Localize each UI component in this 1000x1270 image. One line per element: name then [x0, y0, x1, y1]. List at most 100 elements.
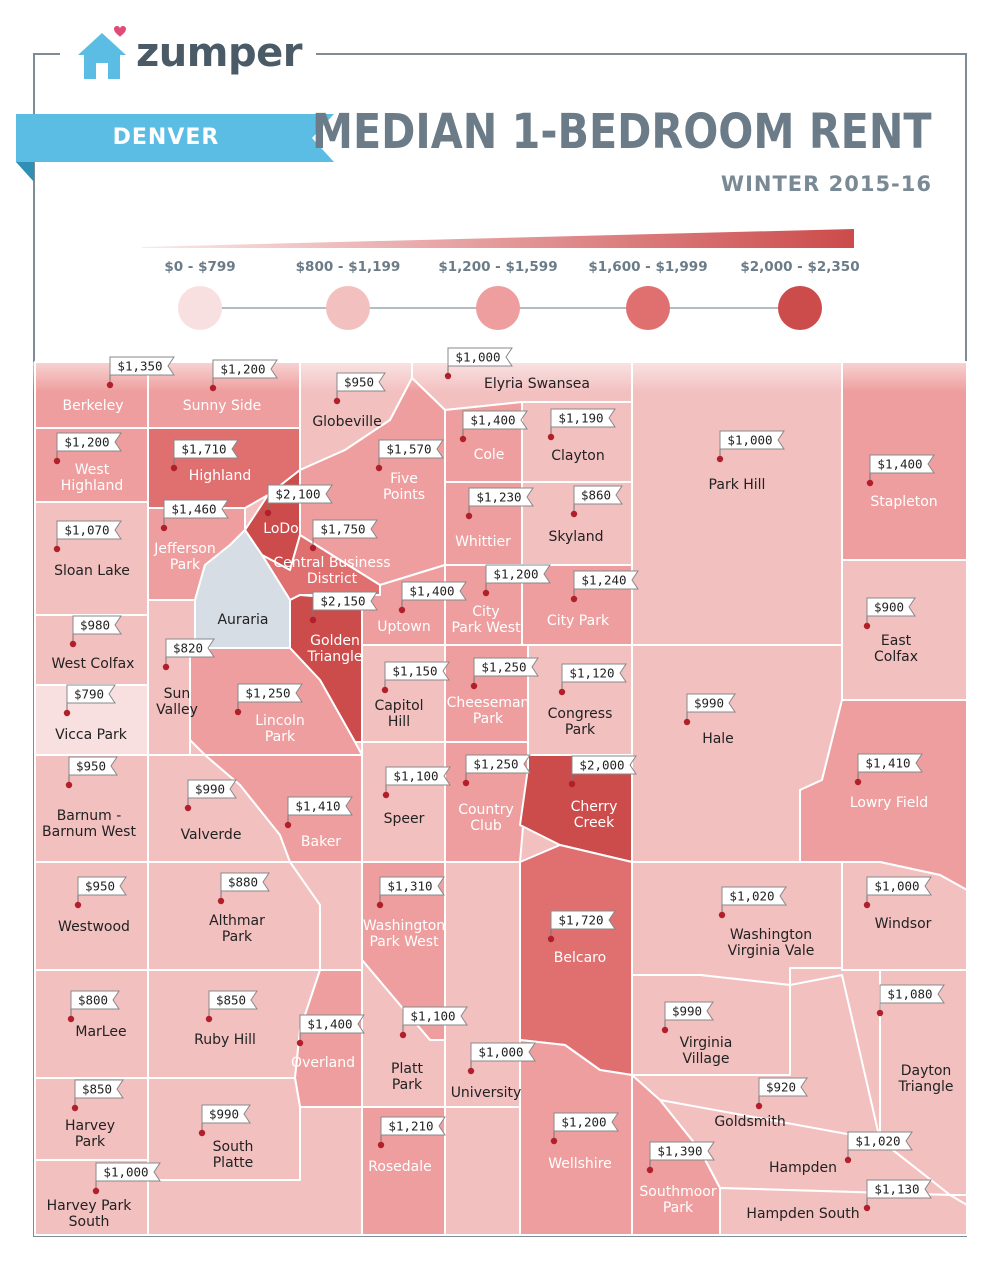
- price-flag-skyland: $860: [570, 485, 623, 518]
- price-flag-highland: $1,710: [170, 439, 239, 472]
- svg-text:$1,000: $1,000: [874, 879, 919, 894]
- label-goldsmith: Goldsmith: [714, 1114, 785, 1130]
- price-flag-university: $1,000: [467, 1042, 536, 1075]
- label-cheeseman-park: Cheeseman Park: [447, 695, 530, 727]
- legend-dot-3: [626, 286, 670, 330]
- price-flag-cole: $1,400: [459, 410, 528, 443]
- price-flag-harvey-park: $850: [71, 1079, 124, 1112]
- price-flag-south-platte: $990: [198, 1104, 251, 1137]
- price-flag-althmar-park: $880: [217, 872, 270, 905]
- svg-text:$990: $990: [672, 1004, 702, 1019]
- label-rosedale: Rosedale: [368, 1159, 432, 1175]
- label-jefferson-park: Jefferson Park: [153, 541, 216, 573]
- svg-text:$990: $990: [195, 782, 225, 797]
- svg-text:$950: $950: [85, 879, 115, 894]
- legend-gradient-wedge: [142, 229, 854, 248]
- svg-text:$1,100: $1,100: [410, 1009, 455, 1024]
- label-lodo: LoDo: [263, 521, 298, 537]
- region-rosedale: [361, 1106, 446, 1236]
- svg-text:$1,350: $1,350: [117, 359, 162, 374]
- svg-text:$1,000: $1,000: [727, 433, 772, 448]
- price-flag-belcaro: $1,720: [547, 910, 616, 943]
- svg-text:$800: $800: [78, 993, 108, 1008]
- price-flag-cheeseman-park: $1,250: [470, 657, 539, 690]
- price-flag-goldsmith: $920: [755, 1077, 808, 1110]
- price-flag-elyria-swansea: $1,000: [444, 347, 513, 380]
- label-sun-valley: Sun Valley: [156, 686, 198, 718]
- label-park-hill: Park Hill: [709, 477, 766, 493]
- label-golden-triangle: Golden Triangle: [307, 633, 363, 665]
- banner-fold: [16, 162, 34, 182]
- label-clayton: Clayton: [551, 448, 604, 464]
- price-flag-sun-valley: $820: [162, 638, 215, 671]
- label-washington-park-west: Washington Park West: [363, 918, 445, 950]
- label-city-park: City Park: [547, 613, 610, 629]
- price-flag-cherry-creek: $2,000: [568, 755, 637, 788]
- svg-text:$1,250: $1,250: [481, 660, 526, 675]
- label-five-points: Five Points: [383, 471, 425, 503]
- svg-text:$1,410: $1,410: [295, 799, 340, 814]
- svg-text:$1,310: $1,310: [387, 879, 432, 894]
- price-flag-whittier: $1,230: [465, 487, 534, 520]
- region-speer: [361, 741, 446, 863]
- price-flag-sloan-lake: $1,070: [53, 520, 122, 553]
- svg-text:$1,250: $1,250: [245, 686, 290, 701]
- legend-label-0: $0 - $799: [164, 259, 236, 275]
- price-flag-valverde: $990: [184, 779, 237, 812]
- label-dayton-triangle: Dayton Triangle: [898, 1063, 954, 1095]
- price-flag-virginia-village: $990: [661, 1001, 714, 1034]
- region-east-colfax: [841, 559, 968, 701]
- svg-text:$1,000: $1,000: [478, 1045, 523, 1060]
- price-flag-golden-triangle: $2,150: [309, 591, 378, 624]
- region-sloan-lake: [34, 501, 149, 616]
- price-flag-westwood: $950: [74, 876, 127, 909]
- price-flag-hampden: $1,020: [844, 1131, 913, 1164]
- price-flag-ruby-hill: $850: [205, 990, 258, 1023]
- svg-text:$950: $950: [76, 759, 106, 774]
- label-cole: Cole: [474, 447, 505, 463]
- price-flag-wellshire: $1,200: [550, 1112, 619, 1145]
- city-banner: [16, 114, 334, 162]
- price-flag-rosedale: $1,210: [377, 1116, 446, 1149]
- label-southmoor-park: Southmoor Park: [639, 1184, 716, 1216]
- price-flag-dayton-triangle: $1,080: [876, 984, 945, 1017]
- label-overland: Overland: [291, 1055, 355, 1071]
- label-lincoln-park: Lincoln Park: [255, 713, 305, 745]
- label-wellshire: Wellshire: [548, 1156, 612, 1172]
- svg-text:$2,100: $2,100: [275, 487, 320, 502]
- price-flag-city-park: $1,240: [570, 570, 639, 603]
- price-flag-lowry-field: $1,410: [854, 753, 923, 786]
- label-skyland: Skyland: [548, 529, 603, 545]
- svg-text:$850: $850: [82, 1082, 112, 1097]
- price-flag-park-hill: $1,000: [716, 430, 785, 463]
- price-flag-marlee: $800: [67, 990, 120, 1023]
- svg-text:$2,150: $2,150: [320, 594, 365, 609]
- svg-text:$820: $820: [173, 641, 203, 656]
- svg-text:$900: $900: [874, 600, 904, 615]
- svg-text:$980: $980: [80, 618, 110, 633]
- label-marlee: MarLee: [75, 1024, 126, 1040]
- label-sloan-lake: Sloan Lake: [54, 563, 130, 579]
- label-barnum-barnum-west: Barnum -Barnum West: [42, 808, 136, 840]
- region-university: [444, 861, 521, 1108]
- svg-text:$1,250: $1,250: [473, 757, 518, 772]
- label-valverde: Valverde: [181, 827, 242, 843]
- price-flag-globeville: $950: [333, 372, 386, 405]
- price-flag-washington-park-west: $1,310: [376, 876, 445, 909]
- page-title: MEDIAN 1-BEDROOM RENT: [312, 104, 932, 160]
- svg-text:$2,000: $2,000: [579, 758, 624, 773]
- svg-text:$1,720: $1,720: [558, 913, 603, 928]
- label-hampden: Hampden: [769, 1160, 837, 1176]
- svg-text:$1,150: $1,150: [392, 664, 437, 679]
- label-harvey-park: Harvey Park: [65, 1118, 115, 1150]
- price-flag-windsor: $1,000: [863, 876, 932, 909]
- legend-dot-0: [178, 286, 222, 330]
- svg-text:$860: $860: [581, 488, 611, 503]
- label-sunny-side: Sunny Side: [183, 398, 262, 414]
- price-flag-vicca-park: $790: [63, 684, 116, 717]
- svg-text:$1,210: $1,210: [388, 1119, 433, 1134]
- svg-text:$1,390: $1,390: [657, 1144, 702, 1159]
- svg-text:$1,200: $1,200: [64, 435, 109, 450]
- label-highland: Highland: [189, 468, 251, 484]
- label-berkeley: Berkeley: [63, 398, 124, 414]
